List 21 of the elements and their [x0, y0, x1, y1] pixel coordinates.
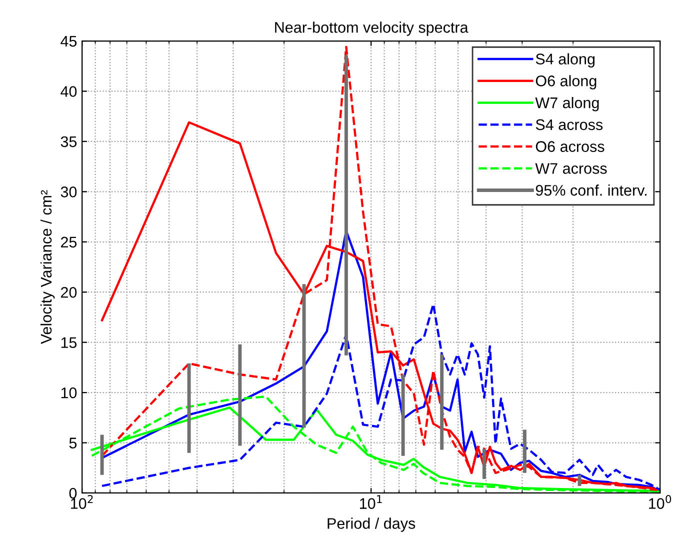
y-tick-label: 45 — [60, 36, 77, 47]
legend-label: S4 across — [536, 119, 603, 130]
legend-label: W7 across — [535, 163, 607, 174]
y-tick-label: 15 — [61, 337, 77, 348]
legend-label: 95% conf. interv. — [536, 184, 646, 196]
y-tick-label: 40 — [60, 86, 77, 97]
chart-title: Near-bottom velocity spectra — [275, 22, 468, 36]
x-tick-label: 10$^{0}$ — [649, 495, 672, 509]
legend-label: O6 along — [536, 75, 596, 90]
y-axis-title: Velocity Variance / cm² — [40, 190, 55, 344]
y-tick-label: 5 — [69, 438, 77, 448]
legend-label: O6 across — [536, 141, 604, 152]
legend-label: S4 along — [536, 53, 595, 68]
x-axis-title: Period / days — [328, 518, 416, 532]
y-tick-label: 25 — [60, 236, 77, 248]
legend-label: W7 along — [535, 96, 599, 112]
y-tick-label: 20 — [60, 286, 77, 298]
x-tick-label: 10$^{1}$ — [360, 495, 382, 509]
y-tick-label: 10 — [61, 387, 77, 398]
y-tick-label: 35 — [60, 136, 77, 148]
y-tick-label: 30 — [60, 186, 77, 198]
